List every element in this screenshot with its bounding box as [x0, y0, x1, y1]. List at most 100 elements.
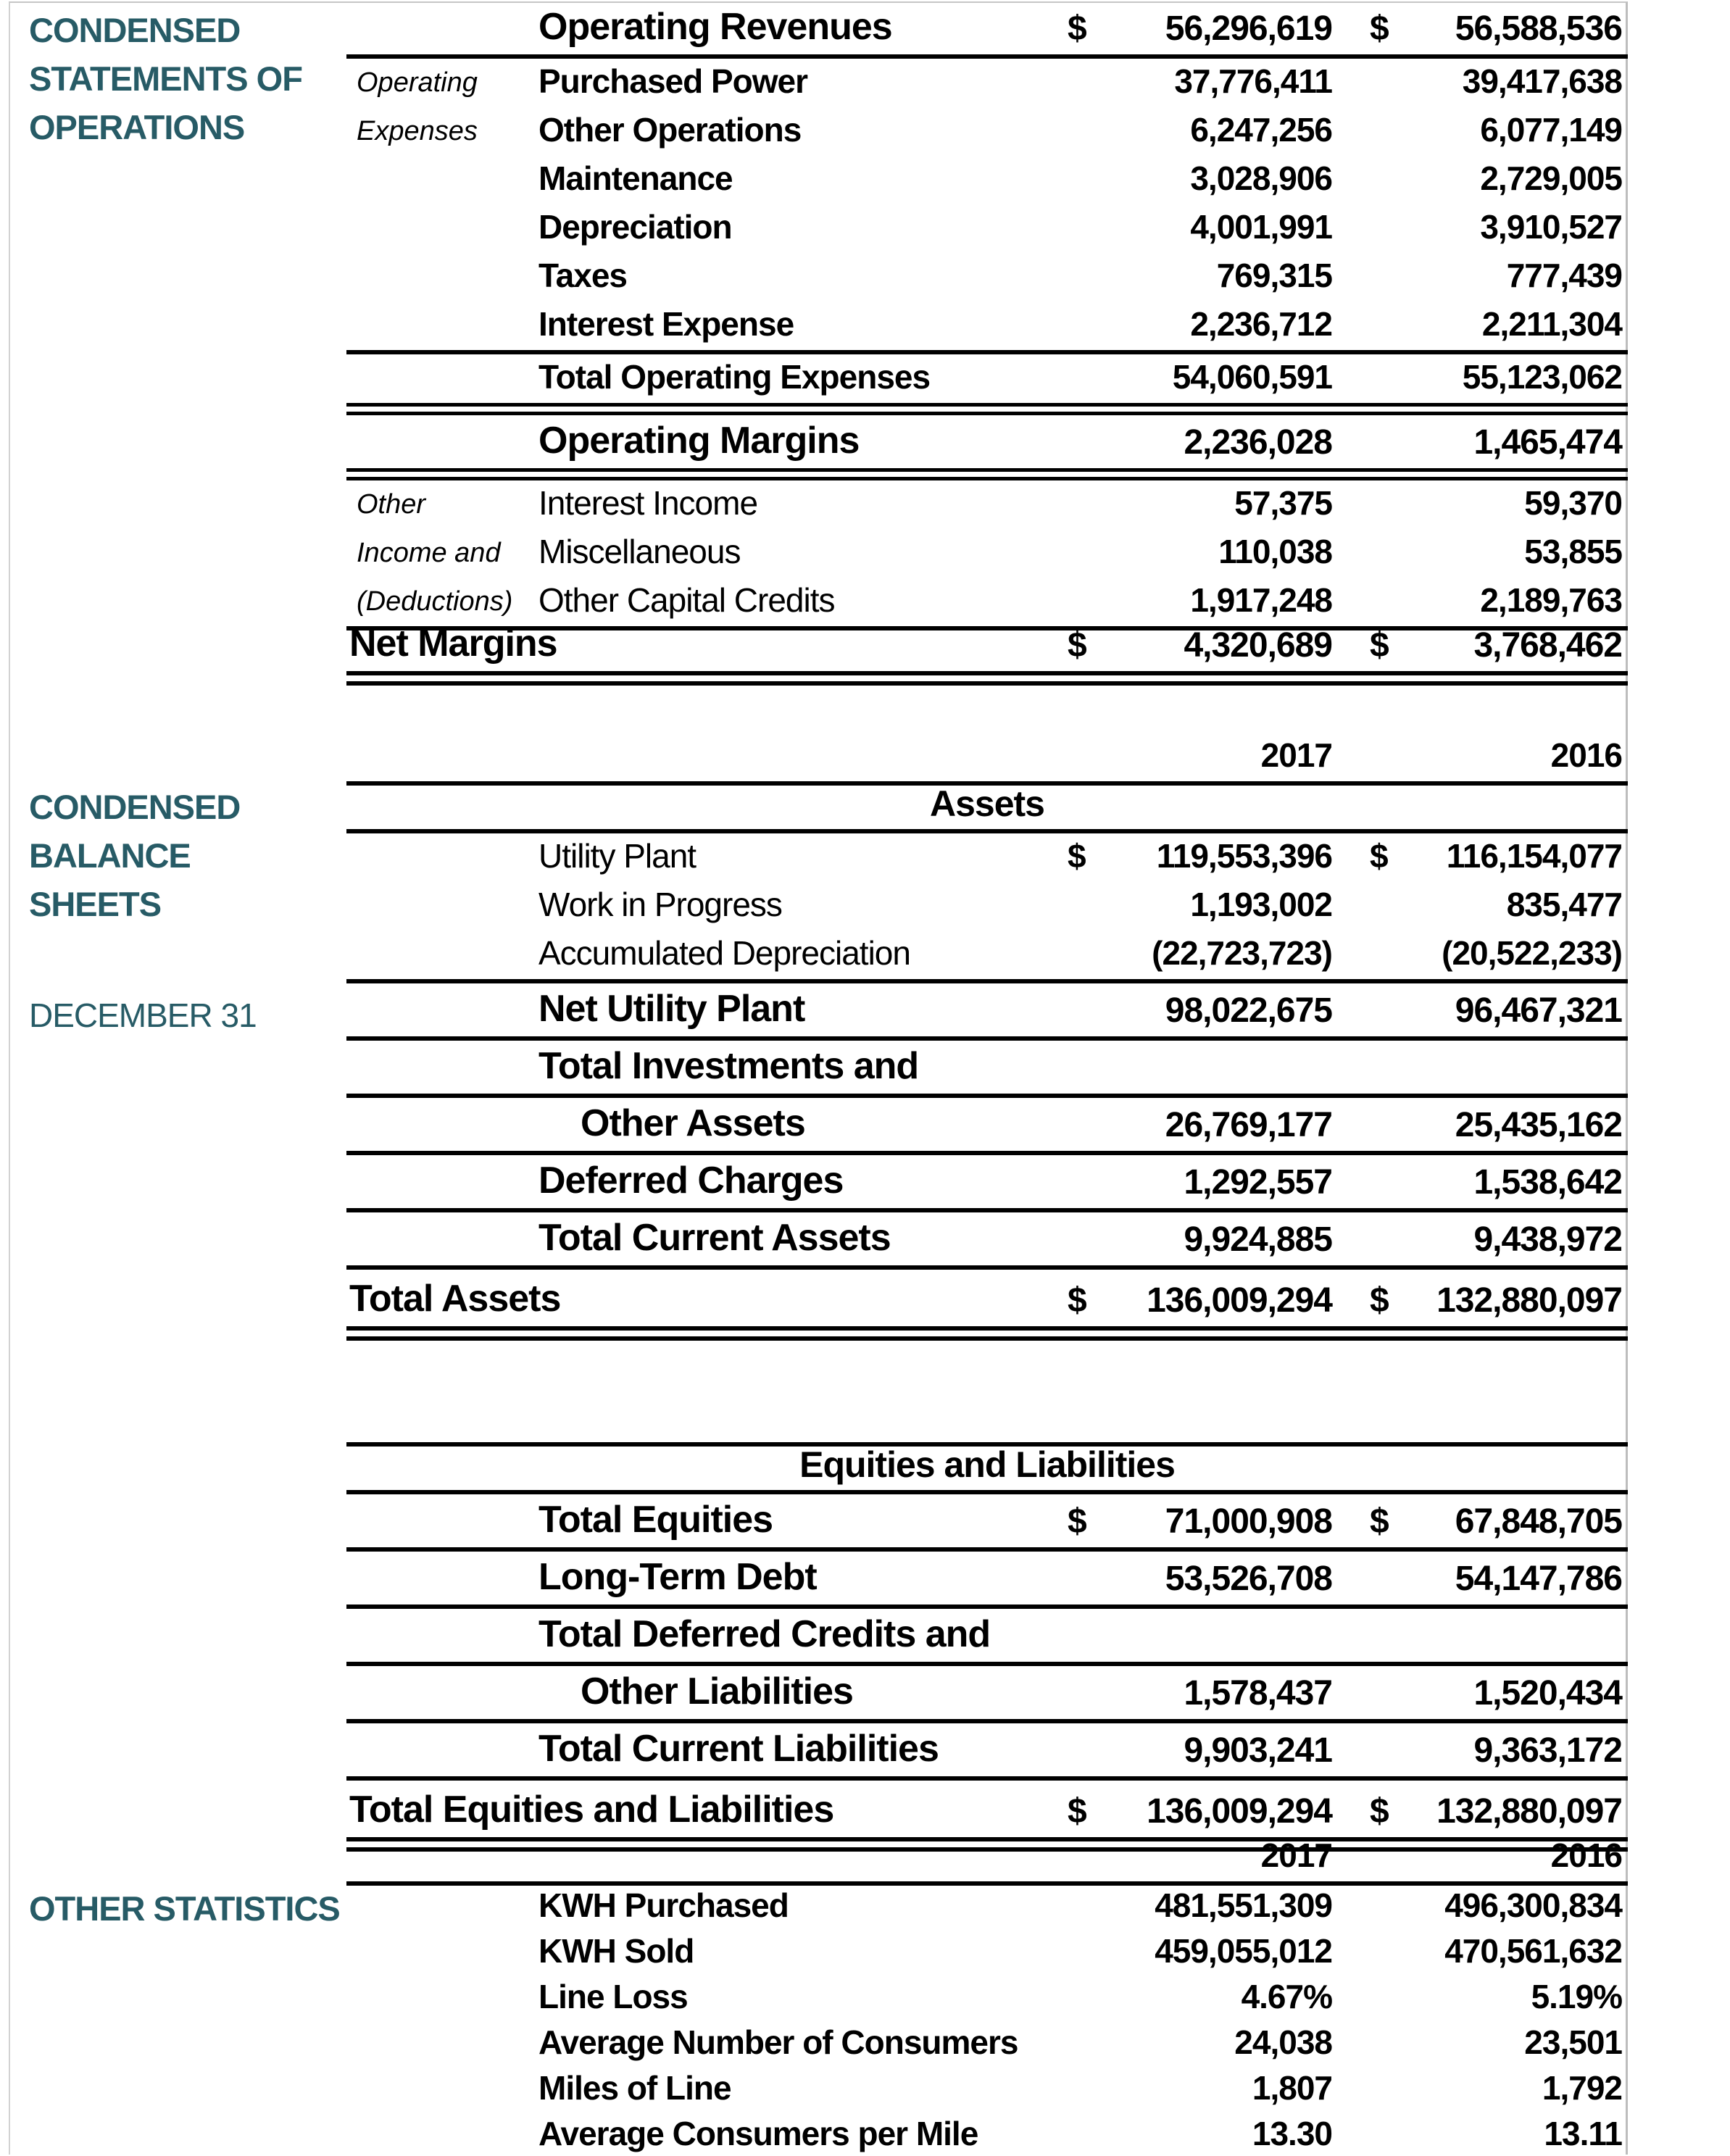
row-label: Interest Expense [538, 305, 794, 343]
sidebar-title-operations: CONDENSED STATEMENTS OF OPERATIONS [29, 6, 303, 151]
row-label: Interest Income [538, 484, 758, 522]
statistics-row: Line Loss 4.67% 5.19% [346, 1977, 1628, 2023]
double-rule-line [346, 403, 1628, 415]
balance-row: Work in Progress 1,193,002 835,477 [346, 882, 1628, 931]
side-caption: Expenses [357, 116, 478, 146]
equities-row: Total Deferred Credits and [346, 1609, 1628, 1662]
sidebar-title-statistics: OTHER STATISTICS [29, 1884, 341, 1933]
value-2017: 1,917,248 [1190, 581, 1333, 619]
value-2016: 23,501 [1524, 2023, 1623, 2061]
row-label: KWH Purchased [538, 1886, 789, 1924]
statistics-row: Average Consumers per Mile 13.30 13.11 [346, 2114, 1628, 2156]
value-2017: 37,776,411 [1174, 62, 1333, 100]
value-2017: 2,236,028 [1184, 423, 1333, 462]
value-2017: 56,296,619 [1165, 9, 1333, 48]
row-label: Other Capital Credits [538, 581, 835, 619]
value-2016: (20,522,233) [1442, 934, 1623, 972]
rule-line [346, 1547, 1628, 1552]
rule-line [346, 1662, 1628, 1666]
value-2016: 9,438,972 [1473, 1220, 1623, 1259]
operations-row: Operating Margins 2,236,028 1,465,474 [346, 415, 1628, 468]
value-2016: 9,363,172 [1473, 1731, 1623, 1770]
row-label: Maintenance [538, 159, 733, 197]
value-2017: 481,551,309 [1155, 1886, 1333, 1924]
row-label: Total Assets [349, 1278, 561, 1320]
value-2017: 9,903,241 [1184, 1731, 1333, 1770]
statements-of-operations-table: Operating Revenues $56,296,619 $56,588,536… [346, 1, 1628, 686]
value-2016: 835,477 [1506, 886, 1623, 923]
rule-line [346, 1881, 1628, 1886]
row-label: Other Liabilities [581, 1670, 854, 1712]
operations-row: Total Operating Expenses 54,060,591 55,123… [346, 354, 1628, 403]
value-2016: 2,211,304 [1481, 305, 1623, 343]
balance-row: Total Investments and [346, 1041, 1628, 1094]
row-label: Total Current Assets [538, 1217, 891, 1259]
value-2017: 459,055,012 [1155, 1932, 1333, 1970]
section-header-label: Equities and Liabilities [799, 1444, 1176, 1485]
operations-row: Other Interest Income 57,375 59,370 [346, 480, 1628, 529]
rule-line [346, 626, 1628, 630]
balance-sheet-equities-table: Equities and Liabilities Total Equities $7… [346, 1442, 1628, 1852]
operations-row: Depreciation 4,001,991 3,910,527 [346, 204, 1628, 253]
value-2016: 1,520,434 [1473, 1674, 1623, 1712]
rule-line [346, 979, 1628, 983]
value-2016: 116,154,077 [1446, 837, 1623, 875]
dollar-sign-2016: $ [1370, 1502, 1389, 1541]
statistics-row: KWH Sold 459,055,012 470,561,632 [346, 1931, 1628, 1977]
operations-row: (Deductions) Other Capital Credits 1,917,2… [346, 578, 1628, 626]
value-2017: 119,553,396 [1156, 837, 1333, 875]
value-2016: 59,370 [1524, 484, 1623, 522]
row-label: Total Investments and [538, 1045, 919, 1087]
rule-line [346, 781, 1628, 786]
value-2016: 67,848,705 [1455, 1502, 1623, 1541]
value-2016: 96,467,321 [1455, 991, 1623, 1030]
sidebar-title-line: OTHER STATISTICS [29, 1889, 341, 1928]
value-2016: 54,147,786 [1455, 1560, 1623, 1598]
sidebar-title-line: SHEETS [29, 885, 162, 923]
value-2017: 71,000,908 [1165, 1502, 1333, 1541]
value-2016: 6,077,149 [1480, 111, 1623, 149]
row-label: Work in Progress [538, 886, 783, 923]
rule-line [346, 1604, 1628, 1609]
value-2016: 1,792 [1542, 2069, 1623, 2107]
value-2017: 54,060,591 [1172, 358, 1333, 396]
section-header-label: Assets [930, 783, 1045, 824]
balance-row: Other Assets 26,769,177 25,435,162 [346, 1098, 1628, 1151]
sidebar-title-line: STATEMENTS OF [29, 59, 303, 98]
row-label: Miscellaneous [538, 533, 741, 570]
operations-row: Operating Revenues $56,296,619 $56,588,536 [346, 1, 1628, 54]
value-2016: 5.19% [1531, 1978, 1623, 2015]
value-2016: 1,465,474 [1473, 423, 1623, 462]
dollar-sign-2016: $ [1370, 837, 1389, 875]
balance-sheet-assets-table: 2017 2016 Assets Utility Plant $119,553,396 $… [346, 733, 1628, 1341]
year-header-2017: 2017 [1260, 1836, 1333, 1874]
double-rule-line [346, 1837, 1628, 1852]
value-2016: 470,561,632 [1444, 1932, 1623, 1970]
value-2017: 769,315 [1216, 257, 1333, 294]
dollar-sign-2017: $ [1068, 9, 1087, 48]
equities-row: Long-Term Debt 53,526,708 54,147,786 [346, 1552, 1628, 1604]
balance-row: Accumulated Depreciation (22,723,723) (20,… [346, 931, 1628, 979]
balance-row: Total Current Assets 9,924,885 9,438,972 [346, 1212, 1628, 1265]
row-label: Other Operations [538, 111, 802, 149]
value-2017: 6,247,256 [1190, 111, 1333, 149]
balance-row: Utility Plant $119,553,396 $116,154,077 [346, 833, 1628, 882]
value-2017: 136,009,294 [1147, 1281, 1333, 1320]
rule-line [346, 54, 1628, 59]
rule-line [346, 1490, 1628, 1494]
equities-row: Total Equities $71,000,908 $67,848,705 [346, 1494, 1628, 1547]
value-2017: 1,807 [1252, 2069, 1333, 2107]
sidebar-title-line: DECEMBER 31 [29, 996, 257, 1034]
value-2016: 13.11 [1544, 2115, 1623, 2152]
row-label: Operating Revenues [538, 6, 893, 48]
value-2017: 1,292,557 [1184, 1163, 1333, 1202]
row-label: Long-Term Debt [538, 1556, 818, 1598]
rule-line [346, 350, 1628, 354]
value-2017: 4.67% [1241, 1978, 1333, 2015]
row-label: Net Margins [349, 623, 558, 665]
double-rule-line [346, 671, 1628, 686]
sidebar-subtitle-december-31: DECEMBER 31 [29, 991, 257, 1040]
rule-line [346, 1719, 1628, 1723]
row-label: Operating Margins [538, 420, 860, 462]
operations-row: Net Margins $4,320,689 $3,768,462 [346, 623, 1628, 671]
